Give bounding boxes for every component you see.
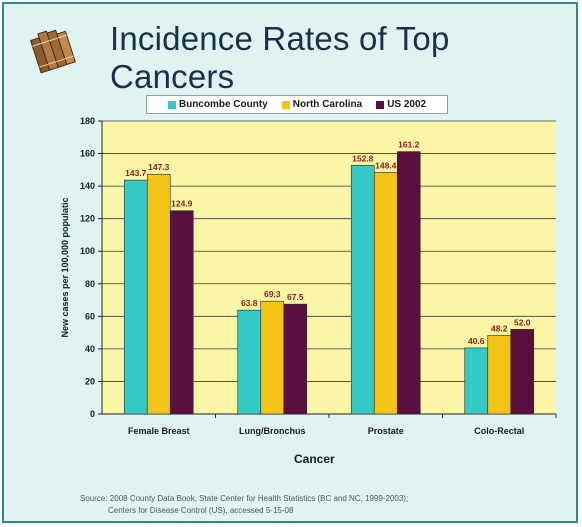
bar [146,173,171,415]
bar [487,335,512,415]
legend-swatch-north-carolina [281,100,290,109]
data-label: 63.8 [241,298,258,308]
y-tick-label: 140 [80,181,95,191]
data-label: 69.3 [264,289,281,299]
data-label: 40.6 [468,336,485,346]
y-tick-label: 100 [80,246,95,256]
y-tick-label: 80 [85,279,95,289]
y-tick-label: 160 [80,149,95,159]
bar [510,329,535,415]
data-label: 124.9 [171,199,193,209]
legend-item-buncombe: Buncombe County [167,99,268,110]
data-label: 52.0 [514,317,531,327]
source-line-1: Source: 2008 County Data Book, State Cen… [80,494,409,503]
bar [237,309,262,415]
data-label: 147.3 [148,162,170,172]
bar [260,300,285,415]
legend-label-us: US 2002 [387,99,427,110]
data-label: 152.8 [352,153,374,163]
bar [373,172,398,415]
bar [283,303,308,415]
legend-label-north-carolina: North Carolina [292,99,363,110]
page-title: Incidence Rates of Top Cancers [110,20,450,95]
bar [169,210,194,415]
legend-label-buncombe: Buncombe County [178,99,268,110]
legend-swatch-buncombe [167,100,176,109]
y-tick-label: 20 [85,376,95,386]
bar [464,347,489,415]
data-label: 161.2 [398,140,420,150]
chart-legend: Buncombe County North Carolina US 2002 [146,95,448,114]
y-tick-label: 120 [80,214,95,224]
y-axis-title: New cases per 100,000 populatic [60,197,70,337]
books-icon [29,29,76,74]
x-tick-label: Female Breast [128,426,190,436]
data-label: 48.2 [491,324,508,334]
source-line-2: Centers for Disease Control (US), access… [108,506,294,515]
data-label: 67.5 [287,292,304,302]
x-tick-label: Colo-Rectal [474,426,524,436]
data-label: 148.4 [375,160,397,170]
y-tick-label: 40 [85,344,95,354]
source-note: Source: 2008 County Data Book, State Cen… [80,493,408,517]
bar [350,164,375,415]
data-label: 143.7 [125,168,147,178]
bar [396,151,421,415]
legend-swatch-us [376,100,385,109]
bar [123,179,148,415]
legend-item-north-carolina: North Carolina [281,99,363,110]
x-tick-label: Lung/Bronchus [239,426,306,436]
y-tick-label: 60 [85,311,95,321]
x-axis-title: Cancer [294,452,335,466]
bar-chart: 0 20 40 60 80 100 120 140 160 180 New cases per 10… [60,116,557,436]
legend-item-us: US 2002 [376,99,426,110]
slide: Incidence Rates of Top Cancers Buncombe … [2,2,578,523]
y-tick-label: 180 [80,116,95,126]
x-tick-label: Prostate [368,426,404,436]
y-tick-label: 0 [90,409,95,419]
